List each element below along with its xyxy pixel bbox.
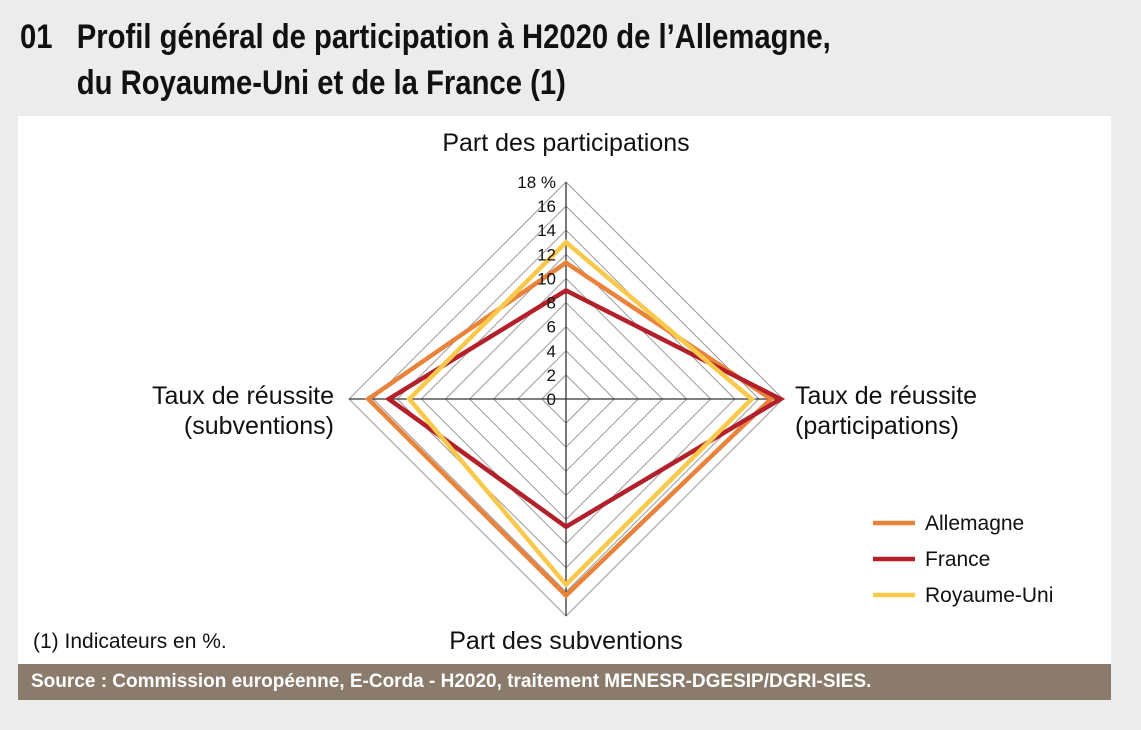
axis-label-left: Taux de réussite	[152, 382, 334, 410]
axis-label-left: (subventions)	[184, 412, 334, 440]
title-line-2: du Royaume-Uni et de la France (1)	[76, 64, 566, 102]
radar-grid	[348, 181, 784, 617]
tick-label: 8	[547, 294, 556, 313]
axis-label-top: Part des participations	[442, 129, 689, 157]
footnote: (1) Indicateurs en %.	[33, 630, 227, 653]
series-line-royaumeuni	[406, 239, 755, 588]
tick-label: 16	[537, 197, 556, 216]
legend-label: Royaume-Uni	[925, 584, 1053, 607]
title-line-1: Profil général de participation à H2020 …	[76, 18, 831, 56]
series-line-france	[384, 287, 786, 530]
tick-label: 18 %	[517, 173, 556, 192]
axis-label-bottom: Part des subventions	[449, 627, 682, 655]
chart-title: 01 Profil général de participation à H202…	[20, 14, 831, 106]
tick-labels: 0 2 4 6 8 10 12 14 16 18 %	[517, 173, 556, 409]
legend: Allemagne France Royaume-Uni	[873, 512, 1053, 607]
radar-chart: 0 2 4 6 8 10 12 14 16 18 % Part des participations…	[33, 129, 1053, 655]
tick-label: 10	[537, 269, 556, 288]
legend-label: France	[925, 548, 990, 571]
figure-number: 01	[20, 18, 53, 56]
source-bar: Source : Commission européenne, E-Corda …	[18, 664, 1111, 700]
tick-label: 6	[547, 318, 556, 337]
axis-label-right: Taux de réussite	[795, 382, 977, 410]
tick-label: 2	[547, 366, 556, 385]
series-line-allemagne	[364, 260, 775, 599]
legend-label: Allemagne	[925, 512, 1024, 535]
tick-label: 12	[537, 245, 556, 264]
axis-label-right: (participations)	[795, 412, 959, 440]
tick-label: 0	[547, 390, 556, 409]
tick-label: 4	[547, 342, 556, 361]
tick-label: 14	[537, 221, 556, 240]
chart-panel: 0 2 4 6 8 10 12 14 16 18 % Part des participations…	[18, 116, 1111, 664]
